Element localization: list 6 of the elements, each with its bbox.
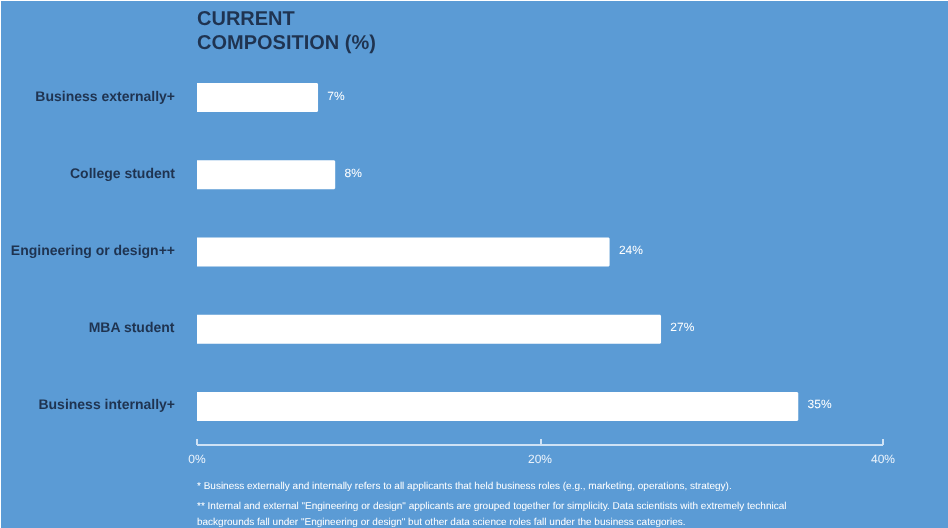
bar [197, 237, 610, 267]
bar [197, 314, 662, 344]
bar [197, 391, 799, 421]
chart-title: CURRENT COMPOSITION (%) [197, 8, 376, 55]
bar [197, 160, 336, 190]
bar [197, 83, 319, 113]
